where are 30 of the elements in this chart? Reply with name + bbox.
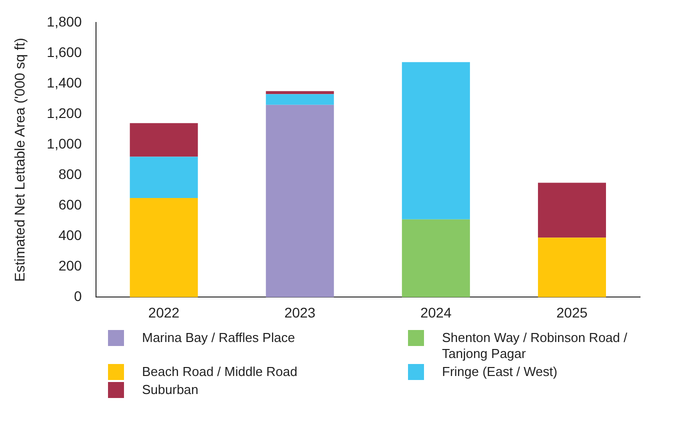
x-tick-label: 2022	[148, 304, 180, 320]
legend-label: Shenton Way / Robinson Road / Tanjong Pagar	[442, 330, 628, 362]
y-tick-label: 200	[58, 258, 82, 274]
bar	[130, 123, 198, 157]
bar	[130, 198, 198, 298]
bar	[266, 104, 334, 298]
bar	[402, 219, 470, 298]
bar	[538, 238, 606, 298]
y-tick-label: 1,200	[46, 104, 82, 121]
x-tick-label: 2025	[556, 304, 588, 320]
legend-label: Suburban	[142, 382, 198, 398]
legend-label: Fringe (East / West)	[442, 364, 558, 380]
y-tick-label: 1,600	[46, 44, 82, 60]
y-tick-label: 1,400	[46, 74, 82, 90]
legend-label: Beach Road / Middle Road	[142, 364, 298, 380]
legend-label: Marina Bay / Raffles Place	[142, 330, 295, 346]
bar	[130, 156, 198, 198]
bar	[402, 62, 470, 220]
x-tick-label: 2024	[420, 304, 452, 320]
bar	[266, 91, 334, 94]
bar	[538, 182, 606, 238]
y-tick-label: 800	[58, 166, 82, 182]
y-axis-title: Estimated Net Lettable Area ('000 sq ft)	[11, 38, 28, 282]
y-tick-label: 1,800	[46, 13, 82, 30]
y-tick-label: 1,000	[46, 135, 82, 152]
y-tick-label: 600	[58, 196, 82, 212]
y-tick-label: 400	[58, 226, 82, 243]
x-tick-label: 2023	[284, 304, 316, 320]
y-tick-label: 0	[74, 288, 82, 304]
bar	[266, 94, 334, 105]
